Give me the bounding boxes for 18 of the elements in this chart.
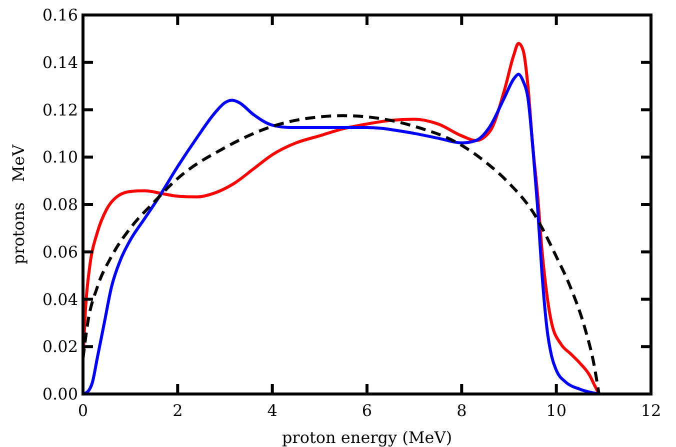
x-tick-label: 0 [78,401,88,420]
y-tick-label: 0.10 [42,148,78,167]
y-tick-label: 0.06 [42,242,78,262]
x-tick-label: 8 [456,401,467,420]
x-tick-label: 12 [640,401,662,420]
y-tick-label: 0.14 [42,52,78,72]
y-tick-label: 0.16 [42,6,78,25]
y-axis-title: protons MeV [9,144,28,264]
x-tick-label: 4 [267,401,278,420]
y-tick-label: 0.02 [42,337,78,356]
x-tick-label: 2 [172,401,183,420]
y-tick-label: 0.08 [42,195,78,214]
x-axis-title: proton energy (MeV) [282,428,452,447]
y-tick-label: 0.12 [42,100,78,120]
x-tick-label: 10 [546,401,567,420]
x-tick-label: 6 [362,401,372,420]
y-tick-label: 0.00 [42,384,78,404]
y-tick-label: 0.04 [42,290,78,309]
